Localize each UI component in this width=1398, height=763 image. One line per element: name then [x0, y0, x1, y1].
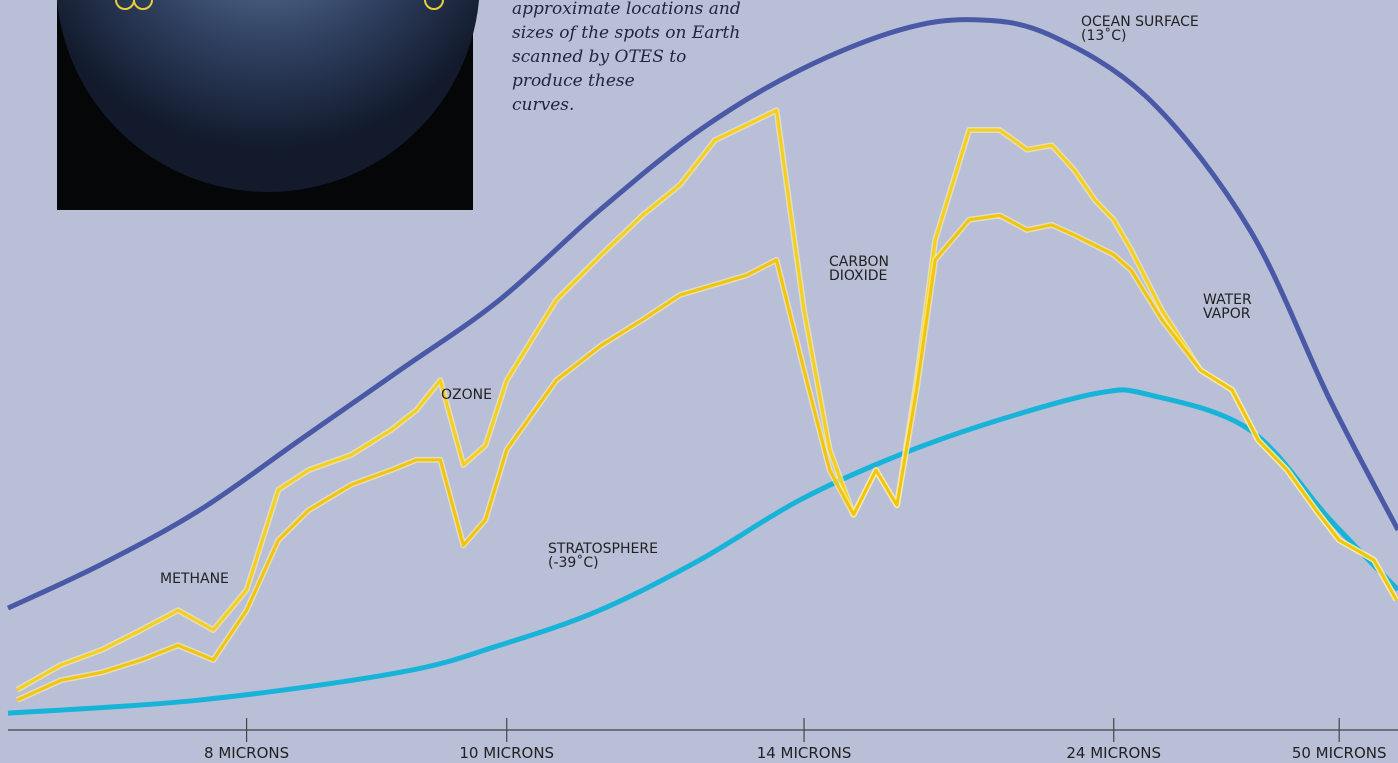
annotation: METHANE — [160, 571, 229, 587]
x-tick-label: 14 MICRONS — [757, 744, 852, 762]
annotation-line: STRATOSPHERE — [548, 541, 658, 557]
caption-line: approximate locations and — [512, 0, 741, 19]
annotation-line: OZONE — [441, 387, 492, 403]
annotation-line: (-39˚C) — [548, 554, 599, 571]
annotation: STRATOSPHERE (-39˚C) — [548, 541, 658, 571]
annotation-line: OCEAN SURFACE — [1081, 14, 1199, 30]
annotation: WATER VAPOR — [1203, 292, 1252, 322]
annotation-line: METHANE — [160, 571, 229, 587]
blackbody-curve — [6, 17, 1398, 611]
annotation: OCEAN SURFACE (13˚C) — [1081, 14, 1199, 44]
x-tick-label: 8 MICRONS — [204, 744, 289, 762]
spot-marker — [424, 0, 444, 10]
x-tick-label: 50 MICRONS — [1292, 744, 1387, 762]
caption-line: curves. — [512, 95, 574, 115]
caption: approximate locations and sizes of the sp… — [512, 0, 741, 115]
spectrum-line — [16, 213, 1398, 702]
annotation-line: (13˚C) — [1081, 27, 1127, 44]
caption-line: produce these — [512, 71, 635, 91]
annotation-line: WATER — [1203, 292, 1252, 308]
annotation: CARBON DIOXIDE — [829, 254, 889, 284]
spectrum-line — [16, 108, 1398, 692]
earth-image — [57, 0, 479, 210]
annotations: OCEAN SURFACE (13˚C) STRATOSPHERE (-39˚C) CA… — [160, 14, 1252, 587]
annotation-line: VAPOR — [1203, 306, 1251, 322]
spot-marker — [115, 0, 135, 10]
annotation-line: CARBON — [829, 254, 889, 270]
caption-line: scanned by OTES to — [512, 47, 686, 67]
plot-area — [6, 17, 1398, 716]
x-tick-label: 24 MICRONS — [1066, 744, 1161, 762]
annotation-line: DIOXIDE — [829, 268, 887, 284]
blackbody-curve — [7, 387, 1398, 716]
x-tick-label: 10 MICRONS — [459, 744, 554, 762]
annotation: OZONE — [441, 387, 492, 403]
caption-line: sizes of the spots on Earth — [512, 23, 740, 43]
spot-marker — [133, 0, 153, 10]
globe — [57, 0, 479, 192]
